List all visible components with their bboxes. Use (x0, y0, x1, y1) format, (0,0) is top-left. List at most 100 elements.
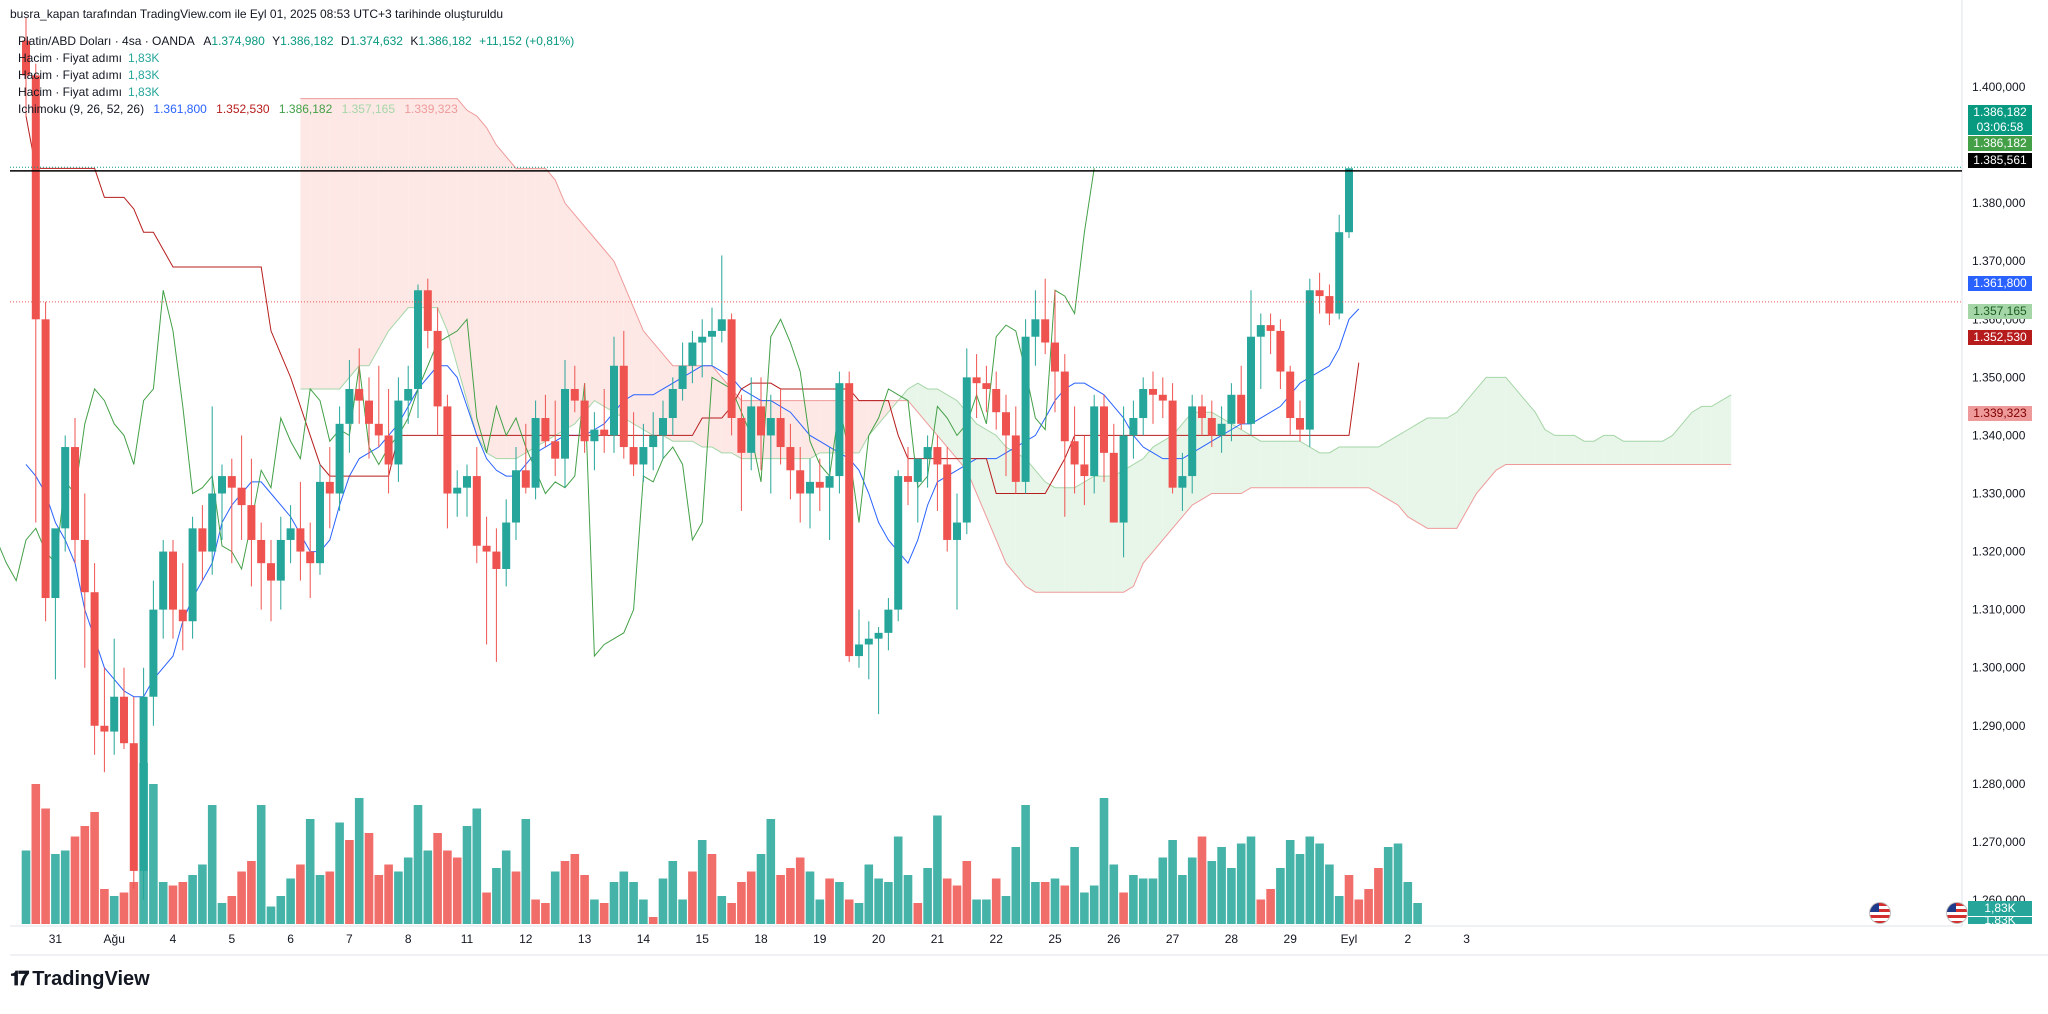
legend-volume-value: 1,83K (128, 85, 160, 99)
volume-bar (51, 854, 60, 924)
volume-bar (1089, 885, 1099, 924)
volume-bar (256, 805, 266, 924)
volume-bar (795, 857, 805, 924)
candle-body (286, 528, 295, 540)
volume-bar (462, 826, 472, 924)
volume-bar (394, 871, 403, 924)
cloud-segment (1388, 435, 1398, 506)
time-tick-label: 6 (287, 932, 294, 946)
legend-ichimoku-row[interactable]: Ichimoku (9, 26, 52, 26) 1.361,800 1.352… (18, 102, 458, 116)
candle-body (188, 528, 197, 622)
time-tick-label: Eyl (1341, 932, 1358, 946)
volume-bar (325, 871, 335, 924)
candle-body (218, 476, 226, 494)
cloud-segment (584, 226, 595, 413)
volume-bar (913, 903, 923, 924)
time-tick-label: 15 (696, 932, 710, 946)
price-axis: 1.400,0001.390,0001.380,0001.370,0001.36… (1972, 80, 2026, 907)
us-flag-icon[interactable] (1946, 902, 1968, 924)
legend-symbol[interactable]: Platin/ABD Doları · 4sa · OANDA (18, 34, 195, 48)
volume-tag: 1,83K (1968, 901, 2032, 916)
candle-body (257, 539, 266, 564)
volume-bar (1060, 885, 1070, 924)
lagging-span-tag: 1.386,182 (1968, 136, 2032, 151)
volume-bar (511, 871, 521, 924)
volume-bar (1393, 843, 1403, 924)
candle-body (433, 330, 442, 407)
volume-bar (942, 878, 952, 924)
candle-body (923, 447, 932, 459)
volume-bar (403, 857, 413, 924)
price-tick-label: 1.330,000 (1972, 487, 2026, 501)
candle-body (1168, 400, 1177, 488)
legend-symbol-row[interactable]: Platin/ABD Doları · 4sa · OANDA A1.374,9… (18, 34, 574, 48)
legend-volume-row[interactable]: Hacim · Fiyat adımı 1,83K (18, 51, 159, 65)
cloud-segment (1349, 447, 1359, 488)
cloud-segment (1084, 476, 1095, 593)
cloud-segment (712, 365, 722, 453)
tradingview-mark-icon: 𝟏𝟕 (10, 968, 29, 990)
cloud-segment (398, 98, 409, 320)
cloud-segment (1505, 377, 1516, 465)
candle-body (570, 388, 579, 401)
time-tick-label: 7 (346, 932, 353, 946)
candle-body (953, 522, 961, 540)
candle-body (61, 447, 70, 529)
cloud-segment (1554, 435, 1565, 465)
conversion-line-tag: 1.361,800 (1968, 276, 2032, 291)
cloud-segment (1662, 435, 1673, 465)
legend-volume-label: Hacim · Fiyat adımı (18, 68, 123, 82)
candle-body (120, 696, 128, 744)
lagging-span-line (0, 168, 1095, 658)
volume-bar (1040, 882, 1050, 924)
legend-volume-row[interactable]: Hacim · Fiyat adımı 1,83K (18, 85, 159, 99)
cloud-segment (1721, 394, 1732, 465)
volume-bar (825, 878, 834, 924)
volume-bar (1168, 840, 1177, 924)
volume-bar (1325, 864, 1334, 924)
volume-bar (374, 875, 384, 924)
candle-body (825, 476, 834, 488)
cloud-segment (643, 330, 654, 436)
volume-bar (1070, 847, 1079, 924)
cloud-segment (1447, 412, 1457, 529)
volume-bar (1021, 805, 1030, 924)
candle-body (864, 638, 873, 645)
volume-bar (1285, 840, 1295, 924)
volume-bar (1295, 854, 1305, 924)
legend-volume-row[interactable]: Hacim · Fiyat adımı 1,83K (18, 68, 159, 82)
candle-body (541, 418, 550, 442)
price-tick-label: 1.340,000 (1972, 428, 2026, 442)
candle-body (1002, 412, 1010, 436)
volume-bar (1197, 836, 1207, 924)
volume-bar (1246, 836, 1256, 924)
cloud-segment (908, 383, 918, 413)
span-b-tag: 1.339,323 (1968, 406, 2032, 421)
price-tick-label: 1.400,000 (1972, 80, 2026, 94)
us-flag-icon[interactable] (1869, 902, 1891, 924)
candle-body (708, 330, 716, 337)
legend-low: 1.374,632 (349, 34, 403, 48)
candle-body (178, 609, 187, 622)
tradingview-logo[interactable]: 𝟏𝟕 TradingView (10, 968, 150, 991)
cloud-segment (917, 383, 928, 424)
volume-bar (727, 903, 736, 924)
volume-bar (472, 808, 482, 924)
candle-body (208, 493, 217, 552)
candle-body (453, 487, 462, 494)
candle-body (512, 470, 520, 523)
cloud-segment (1486, 377, 1496, 482)
legend-open-label: A (203, 34, 212, 48)
candle-body (982, 383, 991, 389)
time-tick-label: 13 (578, 932, 592, 946)
candle-body (776, 418, 785, 448)
time-tick-label: 27 (1166, 932, 1180, 946)
candle-body (766, 418, 775, 436)
candle-body (1296, 418, 1304, 430)
candle-body (590, 429, 599, 442)
volume-bar (599, 903, 609, 924)
volume-bar (1031, 882, 1040, 924)
volume-bar (531, 899, 540, 924)
volume-bar (629, 882, 638, 924)
